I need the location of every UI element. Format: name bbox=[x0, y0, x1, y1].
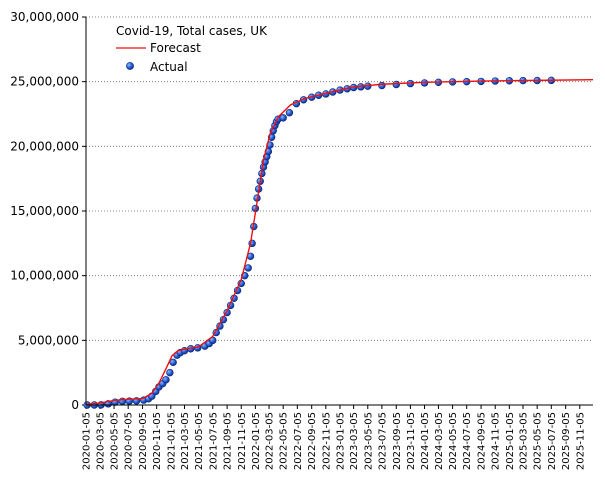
legend-forecast-label: Forecast bbox=[150, 41, 201, 55]
x-tick-label: 2023-09-05 bbox=[392, 412, 403, 470]
x-tick-label: 2024-07-05 bbox=[462, 412, 473, 470]
x-tick-label: 2022-07-05 bbox=[293, 412, 304, 470]
x-tick-label: 2025-11-05 bbox=[575, 412, 586, 470]
legend: Covid-19, Total cases, UK Forecast Actua… bbox=[116, 24, 268, 74]
x-tick-label: 2023-11-05 bbox=[406, 412, 417, 470]
x-tick-label: 2020-01-05 bbox=[82, 412, 93, 470]
actual-point bbox=[244, 264, 252, 272]
x-tick-label: 2025-05-05 bbox=[533, 412, 544, 470]
y-tick-label: 25,000,000 bbox=[10, 75, 79, 89]
y-tick-label: 5,000,000 bbox=[18, 333, 79, 347]
x-tick-label: 2023-07-05 bbox=[377, 412, 388, 470]
actual-point bbox=[166, 368, 174, 377]
x-axis-ticks: 2020-01-05 2020-03-05 2020-05-05 2020-07-05… bbox=[82, 405, 586, 470]
x-tick-label: 2021-11-05 bbox=[237, 412, 248, 470]
x-tick-label: 2023-05-05 bbox=[363, 412, 374, 470]
x-tick-label: 2024-05-05 bbox=[448, 412, 459, 470]
series bbox=[83, 76, 594, 409]
x-tick-label: 2022-05-05 bbox=[279, 412, 290, 470]
gridlines bbox=[86, 16, 593, 341]
x-tick-label: 2020-05-05 bbox=[110, 412, 121, 470]
x-tick-label: 2025-03-05 bbox=[519, 412, 530, 470]
x-tick-label: 2020-03-05 bbox=[95, 412, 106, 470]
x-tick-label: 2020-11-05 bbox=[152, 412, 163, 470]
y-axis-ticks: 0 5,000,000 10,000,000 15,000,000 20,000,000… bbox=[10, 10, 86, 412]
x-tick-label: 2021-05-05 bbox=[194, 412, 205, 470]
x-tick-label: 2020-09-05 bbox=[138, 412, 149, 470]
x-tick-label: 2023-03-05 bbox=[349, 412, 360, 470]
x-tick-label: 2025-07-05 bbox=[547, 412, 558, 470]
x-tick-label: 2022-03-05 bbox=[265, 412, 276, 470]
x-tick-label: 2024-01-05 bbox=[420, 412, 431, 470]
legend-title: Covid-19, Total cases, UK bbox=[116, 24, 268, 38]
x-tick-label: 2020-07-05 bbox=[124, 412, 135, 470]
y-tick-label: 10,000,000 bbox=[10, 269, 79, 283]
x-tick-label: 2022-11-05 bbox=[321, 412, 332, 470]
actual-point bbox=[392, 80, 400, 89]
x-tick-label: 2023-01-05 bbox=[335, 412, 346, 470]
x-tick-label: 2021-07-05 bbox=[208, 412, 219, 470]
x-tick-label: 2021-03-05 bbox=[180, 412, 191, 470]
x-tick-label: 2024-11-05 bbox=[491, 412, 502, 470]
legend-actual-label: Actual bbox=[150, 60, 188, 74]
x-tick-label: 2024-03-05 bbox=[434, 412, 445, 470]
x-tick-label: 2022-01-05 bbox=[251, 412, 262, 470]
x-tick-label: 2025-09-05 bbox=[561, 412, 572, 470]
x-tick-label: 2025-01-05 bbox=[505, 412, 516, 470]
x-tick-label: 2021-01-05 bbox=[166, 412, 177, 470]
forecast-line bbox=[85, 79, 594, 406]
actual-point bbox=[169, 358, 177, 367]
x-tick-label: 2022-09-05 bbox=[307, 412, 318, 470]
y-tick-label: 30,000,000 bbox=[10, 10, 79, 24]
y-tick-label: 20,000,000 bbox=[10, 139, 79, 153]
y-tick-label: 0 bbox=[71, 398, 79, 412]
actual-point bbox=[162, 376, 170, 384]
x-tick-label: 2021-09-05 bbox=[223, 412, 234, 470]
legend-actual-swatch bbox=[126, 62, 134, 70]
actual-point bbox=[378, 81, 386, 90]
actual-point bbox=[285, 109, 294, 117]
y-tick-label: 15,000,000 bbox=[10, 204, 79, 218]
x-tick-label: 2024-09-05 bbox=[477, 412, 488, 470]
actual-point bbox=[279, 114, 287, 122]
